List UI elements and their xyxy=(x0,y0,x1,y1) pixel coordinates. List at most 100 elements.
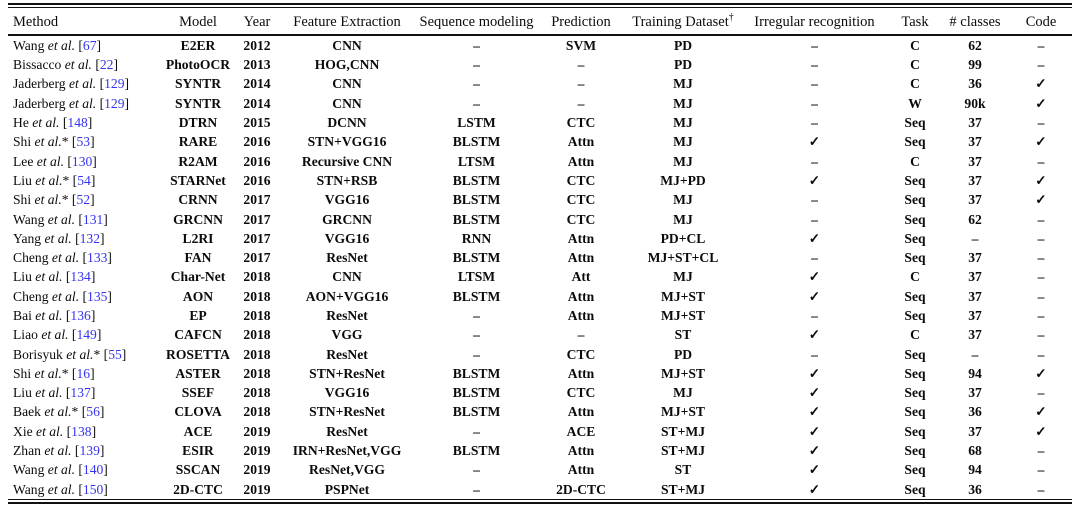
cell-year: 2013 xyxy=(243,57,271,73)
cell-year: 2018 xyxy=(243,288,271,304)
author-name: Xie xyxy=(13,423,33,439)
cell-task: Seq xyxy=(904,346,926,362)
citation-link[interactable]: 22 xyxy=(99,57,114,73)
cell-sequence-modeling: LTSM xyxy=(457,153,496,169)
table-row: Shi et al.* [52] CRNN 2017 VGG16 BLSTM CTC MJ –… xyxy=(8,190,1072,209)
citation-link[interactable]: 130 xyxy=(71,153,93,169)
author-name: He xyxy=(13,115,29,131)
cell-num-classes: 36 xyxy=(968,76,982,92)
cell-irregular-recognition: – xyxy=(811,211,818,227)
column-header-irregular-recognition: Irregular recognition xyxy=(739,10,890,36)
column-header-label: Training Dataset xyxy=(632,13,729,30)
cell-task: Seq xyxy=(904,250,926,266)
cell-task: Seq xyxy=(904,481,926,497)
table-row: Lee et al. [130] R2AM 2016 Recursive CNN LTS… xyxy=(8,152,1072,171)
table-row: Borisyuk et al.* [55] ROSETTA 2018 ResNet – C… xyxy=(8,345,1072,364)
cell-feature-extraction: AON+VGG16 xyxy=(305,288,389,304)
citation-link[interactable]: 56 xyxy=(86,404,100,420)
table-row: Bai et al. [136] EP 2018 ResNet – Attn MJ+ST – S… xyxy=(8,306,1072,325)
author-name: Wang xyxy=(13,462,45,478)
author-name: Liao xyxy=(13,327,38,343)
author-name: Shi xyxy=(13,192,32,208)
citation-link[interactable]: 133 xyxy=(87,250,108,266)
cell-task: Seq xyxy=(904,134,926,150)
cell-method: Jaderberg et al. [129] xyxy=(13,95,130,111)
cell-method: Liu et al. [137] xyxy=(13,385,96,401)
cell-task: C xyxy=(910,153,920,169)
cell-irregular-recognition: – xyxy=(811,153,818,169)
column-header-label: Irregular recognition xyxy=(754,13,875,30)
cell-year: 2017 xyxy=(243,192,271,208)
table-row: Liao et al. [149] CAFCN 2018 VGG – – ST ✓ C 37 – xyxy=(8,325,1072,344)
citation-link[interactable]: 136 xyxy=(70,308,91,323)
cell-model: R2AM xyxy=(178,153,218,169)
citation-link[interactable]: 148 xyxy=(67,115,88,131)
et-al-label: et al. xyxy=(36,423,64,439)
cell-prediction: – xyxy=(577,57,585,73)
cell-feature-extraction: PSPNet xyxy=(324,481,370,497)
cell-method: Wang et al. [140] xyxy=(13,462,108,478)
cell-code: – xyxy=(1037,153,1045,169)
cell-model: SYNTR xyxy=(174,95,222,111)
cell-feature-extraction: Recursive CNN xyxy=(301,153,393,169)
citation-link[interactable]: 139 xyxy=(79,443,100,459)
cell-irregular-recognition: – xyxy=(811,308,818,323)
cell-method: Baek et al.* [56] xyxy=(13,404,105,420)
citation-link[interactable]: 54 xyxy=(77,172,91,188)
citation-link[interactable]: 135 xyxy=(87,288,108,304)
et-al-label: et al. xyxy=(34,192,62,208)
citation-link[interactable]: 53 xyxy=(76,134,91,150)
citation-link[interactable]: 55 xyxy=(108,346,122,362)
cell-year: 2016 xyxy=(243,153,271,169)
cell-method: He et al. [148] xyxy=(13,115,93,131)
cell-task: Seq xyxy=(904,365,926,381)
cell-code: – xyxy=(1037,346,1045,362)
citation-link[interactable]: 67 xyxy=(82,37,97,53)
citation-link[interactable]: 134 xyxy=(70,269,91,285)
table-row: Jaderberg et al. [129] SYNTR 2014 CNN – – MJ – W… xyxy=(8,94,1072,113)
column-header-label: Prediction xyxy=(551,13,611,30)
column-header-prediction: Prediction xyxy=(535,10,627,36)
citation-link[interactable]: 129 xyxy=(104,76,125,92)
cell-code: – xyxy=(1037,37,1045,53)
citation-link[interactable]: 149 xyxy=(76,327,97,343)
citation-link[interactable]: 137 xyxy=(70,385,91,401)
cell-feature-extraction: STN+RSB xyxy=(316,172,378,188)
citation-link[interactable]: 129 xyxy=(104,95,125,111)
cell-method: Cheng et al. [133] xyxy=(13,250,112,266)
cell-irregular-recognition: – xyxy=(811,250,818,266)
citation-link[interactable]: 138 xyxy=(71,423,92,439)
cell-task: Seq xyxy=(904,404,926,420)
cell-feature-extraction: IRN+ResNet,VGG xyxy=(292,443,402,459)
cell-task: Seq xyxy=(904,115,926,131)
cell-model: ROSETTA xyxy=(166,346,230,362)
cell-year: 2019 xyxy=(243,443,271,459)
cell-prediction: – xyxy=(577,76,585,92)
citation-link[interactable]: 52 xyxy=(76,192,91,208)
cell-method: Wang et al. [67] xyxy=(13,37,102,53)
table-bottom-rule xyxy=(8,499,1072,504)
author-name: Wang xyxy=(13,481,45,497)
cell-feature-extraction: ResNet xyxy=(326,308,368,323)
cell-method: Zhan et al. [139] xyxy=(13,443,105,459)
cell-method: Liao et al. [149] xyxy=(13,327,102,343)
citation-link[interactable]: 16 xyxy=(76,365,91,381)
cell-code: ✓ xyxy=(1035,365,1047,381)
cell-training-dataset: MJ xyxy=(673,192,693,208)
citation-link[interactable]: 150 xyxy=(82,481,104,497)
citation-link[interactable]: 132 xyxy=(79,230,101,246)
cell-prediction: 2D-CTC xyxy=(556,481,606,497)
cell-training-dataset: ST+MJ xyxy=(660,481,705,497)
citation-link[interactable]: 131 xyxy=(82,211,104,227)
cell-model: E2ER xyxy=(180,37,216,53)
et-al-label: et al. xyxy=(69,76,97,92)
table-row: Shi et al.* [16] ASTER 2018 STN+ResNet BLSTM… xyxy=(8,364,1072,383)
citation-link[interactable]: 140 xyxy=(82,462,104,478)
cell-irregular-recognition: ✓ xyxy=(808,385,821,401)
cell-irregular-recognition: – xyxy=(811,37,818,53)
cell-year: 2018 xyxy=(243,404,271,420)
cell-num-classes: 36 xyxy=(968,404,982,420)
cell-irregular-recognition: ✓ xyxy=(808,134,821,150)
cell-model: AON xyxy=(182,288,214,304)
author-name: Yang xyxy=(13,230,42,246)
